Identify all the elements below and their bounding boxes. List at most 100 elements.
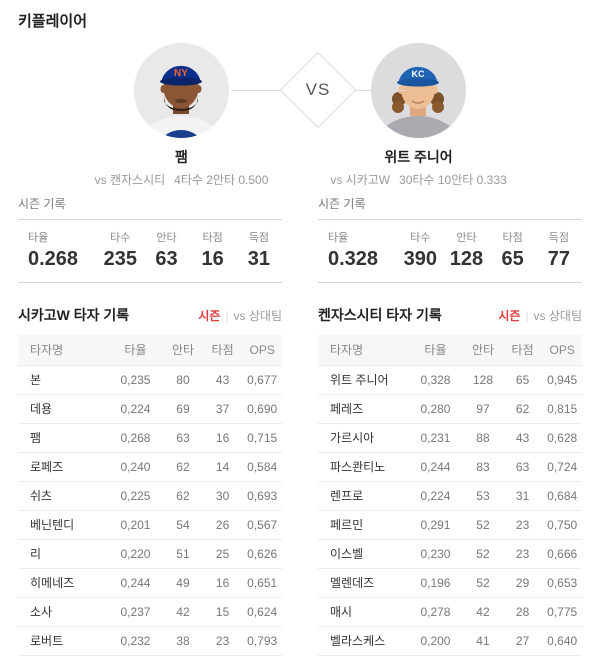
season-stat-value: 235 <box>103 248 137 270</box>
batter-stats-table-left: 타자명 타율 안타 타점 OPS 본 0,235 80 43 0,677 데용 0,224 69 37 0… <box>18 335 282 656</box>
season-stat-value: 128 <box>449 248 484 270</box>
season-stat-value: 77 <box>547 248 570 270</box>
tab-season-right[interactable]: 시즌 <box>498 309 521 323</box>
cap-logo-right: KC <box>412 69 425 79</box>
cap-logo-left: NY <box>174 68 188 79</box>
column-header: 타점 <box>202 335 243 366</box>
season-stat-value: 63 <box>155 248 178 270</box>
season-stat-label: 타율 <box>328 232 349 244</box>
batter-name-cell: 벨라스케스 <box>318 626 408 656</box>
batter-name-cell: 팸 <box>18 423 108 453</box>
stat-cell: 69 <box>163 394 203 424</box>
player-subline-right: vs 시카고W 30타수 10안타 0.333 <box>300 171 537 188</box>
stat-cell: 0,220 <box>107 539 164 569</box>
stat-cell: 52 <box>463 510 503 540</box>
stat-cell: 49 <box>163 568 203 598</box>
column-header: 안타 <box>163 335 203 366</box>
stat-cell: 0,945 <box>542 365 582 395</box>
season-stat-3: 안타 128 <box>443 229 489 271</box>
table-row: 로버트 0,232 38 23 0,793 <box>18 626 282 656</box>
stat-cell: 0,624 <box>242 597 282 627</box>
batter-table-title-left: 시카고W 타자 기록 <box>18 307 130 323</box>
season-record-left: 시즌 기록 타율 0.268 타수 235 안타 63 타점 16 득점 31 <box>18 195 282 283</box>
table-row: 팸 0,268 63 16 0,715 <box>18 423 282 453</box>
stat-cell: 0,793 <box>242 626 282 656</box>
season-stat-5: 득점 31 <box>236 229 282 271</box>
season-stat-1: 타율 0.328 <box>318 229 397 271</box>
column-header: 타율 <box>107 335 164 366</box>
stat-cell: 80 <box>163 365 203 395</box>
season-stat-label: 타수 <box>410 232 431 244</box>
stat-cell: 0,235 <box>107 365 164 395</box>
stat-cell: 31 <box>502 481 543 511</box>
tab-vs-opponent-right[interactable]: vs 상대팀 <box>533 309 582 323</box>
tab-vs-opponent-left[interactable]: vs 상대팀 <box>233 309 282 323</box>
season-stat-label: 안타 <box>456 232 477 244</box>
player-photo-right[interactable]: KC <box>371 43 466 138</box>
stat-cell: 23 <box>202 626 243 656</box>
stat-cell: 0,567 <box>242 510 282 540</box>
stat-cell: 0,628 <box>542 423 582 453</box>
table-row: 멜렌데즈 0,196 52 29 0,653 <box>318 568 582 598</box>
season-stat-5: 득점 77 <box>536 229 582 271</box>
batter-name-cell: 이스벨 <box>318 539 408 569</box>
stat-cell: 0,626 <box>242 539 282 569</box>
season-stat-label: 타수 <box>110 232 131 244</box>
season-stat-4: 타점 16 <box>190 229 236 271</box>
stat-cell: 0,684 <box>542 481 582 511</box>
table-row: 파스콴티노 0,244 83 63 0,724 <box>318 452 582 482</box>
season-stat-value: 65 <box>501 248 524 270</box>
matchup-section: VS NY <box>18 43 582 193</box>
stat-cell: 0,693 <box>242 481 282 511</box>
table-row: 렌프로 0,224 53 31 0,684 <box>318 481 582 511</box>
stat-cell: 0,291 <box>407 510 464 540</box>
season-stat-2: 타수 390 <box>397 229 443 271</box>
season-stat-value: 390 <box>403 248 437 270</box>
season-stat-label: 득점 <box>248 232 269 244</box>
stat-cell: 0,278 <box>407 597 464 627</box>
table-row: 베닌텐디 0,201 54 26 0,567 <box>18 510 282 540</box>
table-row: 리 0,220 51 25 0,626 <box>18 539 282 569</box>
stat-cell: 0,232 <box>107 626 164 656</box>
season-record-right: 시즌 기록 타율 0.328 타수 390 안타 128 타점 65 득점 77 <box>318 195 582 283</box>
stat-cell: 29 <box>502 568 543 598</box>
stat-cell: 0,244 <box>407 452 464 482</box>
stat-cell: 0,724 <box>542 452 582 482</box>
season-record-label-left: 시즌 기록 <box>18 197 66 211</box>
stat-cell: 42 <box>463 597 503 627</box>
stat-cell: 25 <box>202 539 243 569</box>
stat-cell: 88 <box>463 423 503 453</box>
season-stat-value: 31 <box>247 248 270 270</box>
stat-cell: 15 <box>202 597 243 627</box>
batter-name-cell: 리 <box>18 539 108 569</box>
tab-divider-left: | <box>225 309 229 323</box>
season-stat-4: 타점 65 <box>490 229 536 271</box>
table-row: 로페즈 0,240 62 14 0,584 <box>18 452 282 482</box>
table-header-row: 타자명 타율 안타 타점 OPS <box>318 335 582 366</box>
tab-season-left[interactable]: 시즌 <box>198 309 221 323</box>
stat-cell: 0,244 <box>107 568 164 598</box>
stat-cell: 62 <box>502 394 543 424</box>
table-row: 위트 주니어 0,328 128 65 0,945 <box>318 365 582 395</box>
player-name-left[interactable]: 팸 <box>175 149 188 165</box>
player-photo-left[interactable]: NY <box>134 43 229 138</box>
stat-cell: 97 <box>463 394 503 424</box>
stat-cell: 0,237 <box>107 597 164 627</box>
stat-cell: 83 <box>463 452 503 482</box>
vs-label: VS <box>305 80 331 99</box>
table-row: 페르민 0,291 52 23 0,750 <box>318 510 582 540</box>
stat-cell: 30 <box>202 481 243 511</box>
stat-cell: 63 <box>502 452 543 482</box>
batter-name-cell: 데용 <box>18 394 108 424</box>
stat-cell: 0,225 <box>107 481 164 511</box>
stat-cell: 0,196 <box>407 568 464 598</box>
table-row: 소사 0,237 42 15 0,624 <box>18 597 282 627</box>
season-stat-value: 16 <box>201 248 224 270</box>
table-header-row: 타자명 타율 안타 타점 OPS <box>18 335 282 366</box>
table-row: 벨라스케스 0,200 41 27 0,640 <box>318 626 582 656</box>
player-name-right[interactable]: 위트 주니어 <box>384 149 453 165</box>
player-opponent-left: vs 캔자스시티 <box>94 173 166 187</box>
column-header: OPS <box>242 335 282 366</box>
table-row: 매시 0,278 42 28 0,775 <box>318 597 582 627</box>
